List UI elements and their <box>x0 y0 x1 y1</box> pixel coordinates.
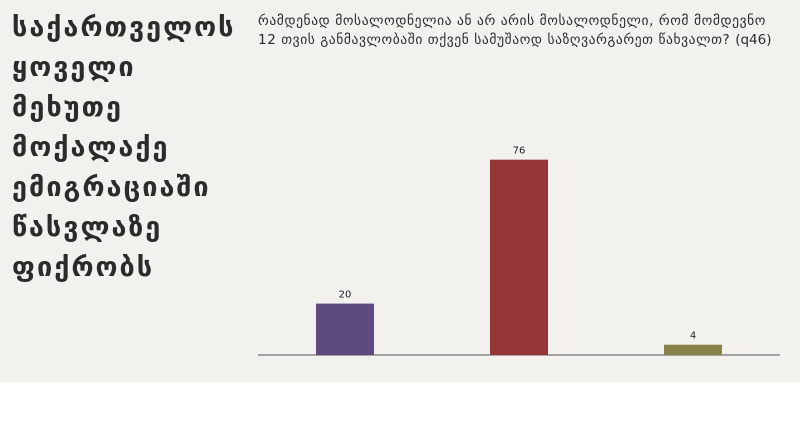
bar-3 <box>664 344 722 355</box>
question-code: (q46) <box>735 32 772 48</box>
bar-chart: 20 76 4 <box>258 146 780 356</box>
bar-value-label-3: 4 <box>690 331 696 342</box>
chart-panel: საქართველოს ყოველი მეხუთე მოქალაქე ემიგრ… <box>0 0 800 382</box>
question-text: რამდენად მოსალოდნელია ან არ არის მოსალოდ… <box>258 12 788 50</box>
question-body: რამდენად მოსალოდნელია ან არ არის მოსალოდ… <box>258 13 766 48</box>
bar-2 <box>490 159 548 355</box>
bar-value-label-2: 76 <box>513 146 526 157</box>
bar-value-label-1: 20 <box>339 290 352 301</box>
side-headline: საქართველოს ყოველი მეხუთე მოქალაქე ემიგრ… <box>12 12 236 283</box>
bar-1 <box>316 303 374 355</box>
